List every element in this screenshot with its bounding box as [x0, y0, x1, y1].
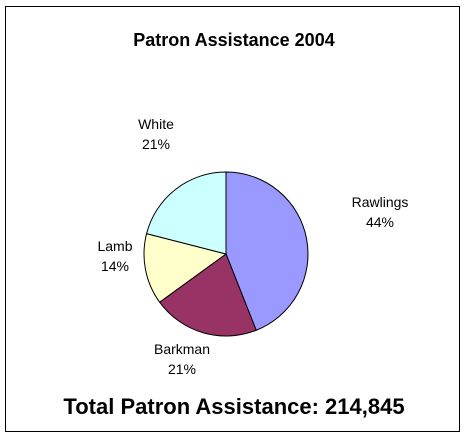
pie-slice-lamb [143, 233, 228, 303]
slice-name-rawlings: Rawlings [351, 194, 409, 210]
slice-value-barkman: 21% [167, 361, 197, 377]
slice-name-barkman: Barkman [153, 341, 211, 357]
slice-label-white: White 21% [126, 114, 186, 154]
slice-label-rawlings: Rawlings 44% [330, 192, 430, 232]
slice-value-white: 21% [141, 136, 171, 152]
slice-name-lamb: Lamb [97, 238, 133, 254]
pie-slices [143, 171, 309, 337]
pie-slice-barkman [158, 253, 257, 337]
pie-slice-white [145, 171, 227, 255]
total-patron-assistance: Total Patron Assistance: 214,845 [63, 394, 405, 419]
slice-value-lamb: 14% [100, 258, 130, 274]
slice-label-barkman: Barkman 21% [132, 339, 232, 379]
slice-name-white: White [138, 116, 174, 132]
pie-slice-rawlings [225, 171, 309, 331]
slice-value-rawlings: 44% [365, 214, 395, 230]
chart-title: Patron Assistance 2004 [133, 30, 335, 50]
slice-label-lamb: Lamb 14% [80, 236, 150, 276]
